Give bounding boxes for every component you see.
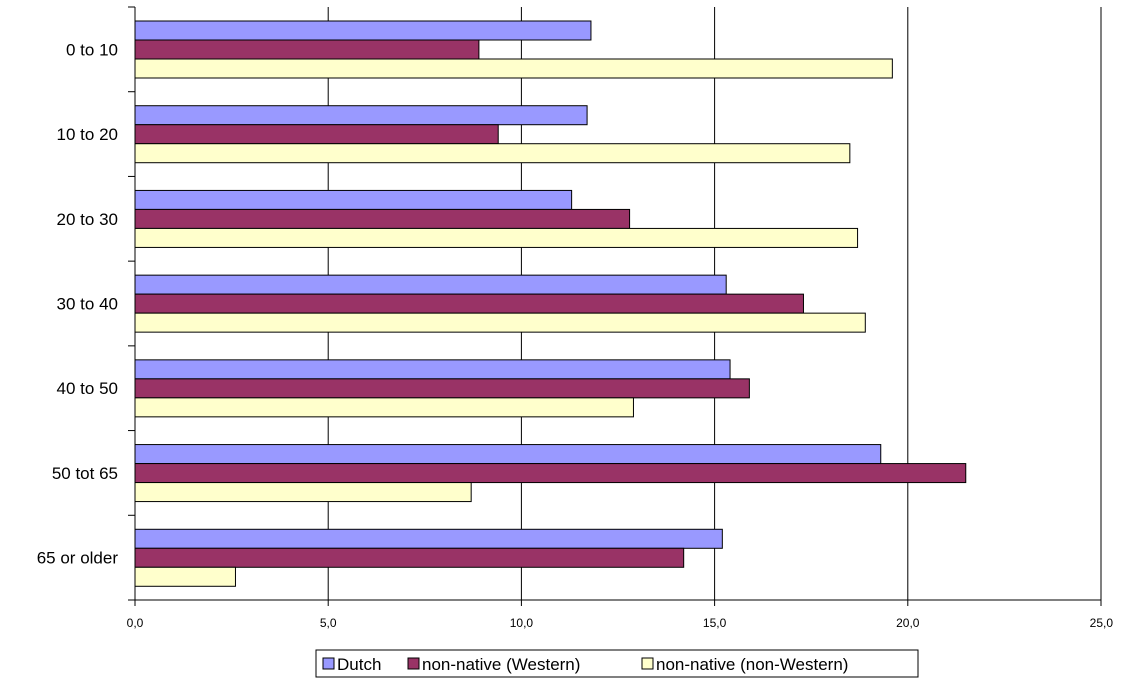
bar-western (134, 547, 685, 568)
bar-dutch (134, 274, 727, 295)
bar-western (134, 124, 499, 145)
bar-western (134, 39, 480, 60)
bar-dutch (134, 528, 723, 549)
bar-non-western (134, 566, 236, 587)
bar-western (134, 208, 631, 229)
bar-dutch (134, 105, 588, 126)
axes (128, 6, 1102, 606)
x-tick-label: 0,0 (127, 616, 144, 630)
category-label: 50 tot 65 (52, 464, 118, 483)
category-label: 0 to 10 (66, 40, 118, 59)
x-tick-label: 10,0 (510, 616, 534, 630)
bar-non-western (134, 482, 472, 503)
bar-western (134, 293, 804, 314)
bars (134, 20, 967, 587)
legend: Dutch non-native (Western) non-native (non… (315, 649, 919, 678)
bar-western (134, 463, 967, 484)
bar-non-western (134, 227, 859, 248)
category-label: 30 to 40 (57, 295, 118, 314)
x-tick-labels: 0,0 5,0 10,0 15,0 20,0 25,0 (127, 616, 1114, 630)
x-tick-label: 25,0 (1090, 616, 1114, 630)
category-labels: 0 to 10 10 to 20 20 to 30 30 to 40 40 to 50 5… (37, 40, 119, 567)
bar-dutch (134, 20, 592, 41)
bar-non-western (134, 58, 893, 79)
bar-non-western (134, 397, 634, 418)
x-tick-label: 20,0 (896, 616, 920, 630)
category-label: 65 or older (37, 549, 119, 568)
bar-dutch (134, 359, 731, 380)
bar-western (134, 378, 750, 399)
x-tick-label: 5,0 (320, 616, 337, 630)
bar-dutch (134, 189, 573, 210)
legend-swatch (641, 657, 654, 670)
legend-swatch (322, 657, 335, 670)
bar-non-western (134, 143, 851, 164)
category-label: 40 to 50 (57, 379, 118, 398)
legend-label: Dutch (337, 655, 381, 674)
category-label: 20 to 30 (57, 210, 118, 229)
legend-label: non-native (non-Western) (656, 655, 848, 674)
x-tick-label: 15,0 (703, 616, 727, 630)
bar-non-western (134, 312, 866, 333)
legend-swatch (407, 657, 420, 670)
category-label: 10 to 20 (57, 125, 118, 144)
legend-label: non-native (Western) (422, 655, 580, 674)
bar-dutch (134, 444, 882, 465)
